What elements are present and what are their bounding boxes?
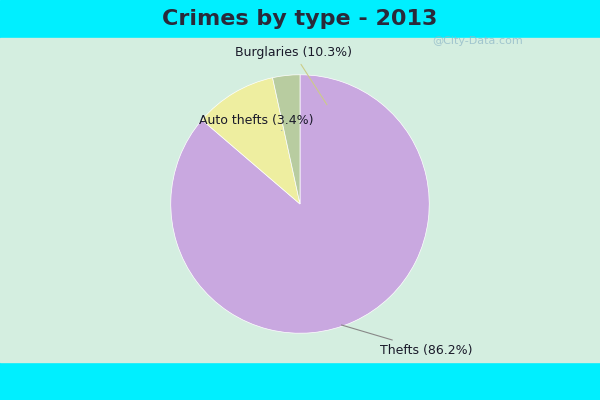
Text: Auto thefts (3.4%): Auto thefts (3.4%) — [199, 114, 314, 130]
Bar — [0, 0, 600, 38]
Text: Thefts (86.2%): Thefts (86.2%) — [341, 325, 473, 356]
Text: Burglaries (10.3%): Burglaries (10.3%) — [235, 46, 352, 105]
Text: Crimes by type - 2013: Crimes by type - 2013 — [163, 9, 437, 29]
Wedge shape — [202, 78, 300, 204]
Bar — [0, 362, 600, 400]
Wedge shape — [272, 75, 300, 204]
Text: @City-Data.com: @City-Data.com — [432, 36, 523, 46]
Bar — [0, 38, 600, 362]
Wedge shape — [171, 75, 429, 333]
